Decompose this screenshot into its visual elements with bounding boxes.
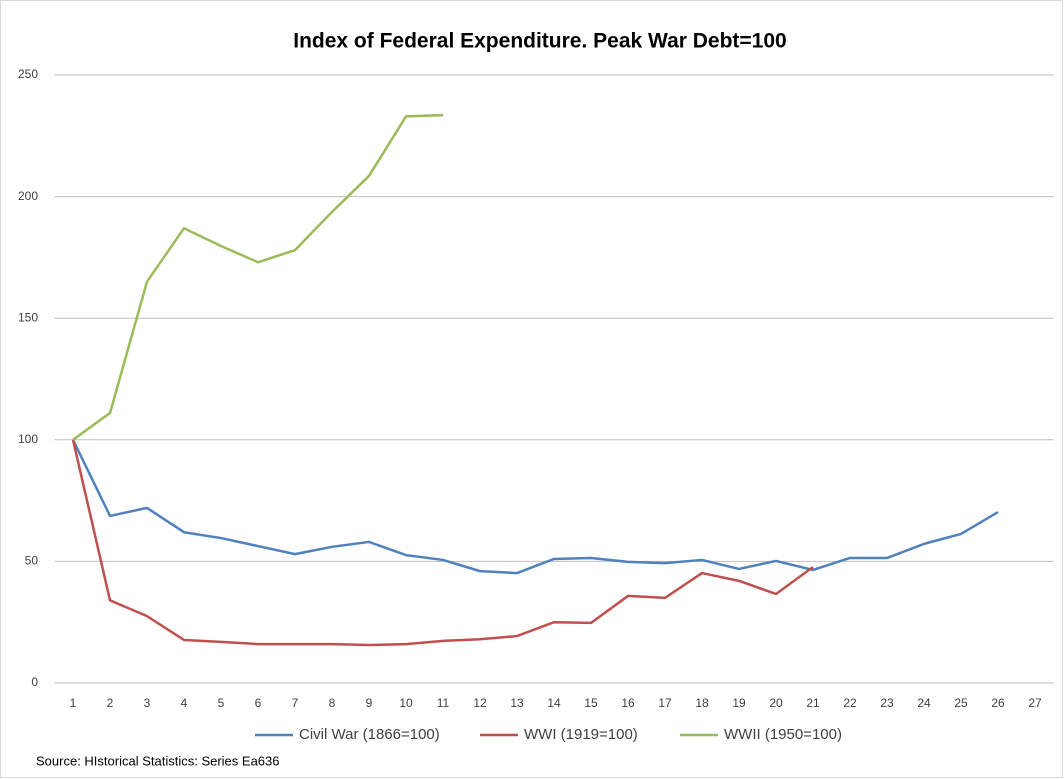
y-tick-label: 50 — [25, 554, 39, 568]
y-tick-label: 200 — [18, 189, 38, 203]
x-tick-label: 25 — [954, 696, 968, 710]
x-tick-label: 23 — [880, 696, 894, 710]
x-tick-label: 1 — [70, 696, 77, 710]
x-tick-label: 18 — [695, 696, 709, 710]
x-tick-label: 15 — [584, 696, 598, 710]
x-tick-label: 13 — [510, 696, 524, 710]
x-tick-label: 14 — [547, 696, 561, 710]
x-tick-label: 8 — [329, 696, 336, 710]
x-tick-label: 9 — [366, 696, 373, 710]
x-tick-label: 2 — [107, 696, 114, 710]
x-tick-label: 11 — [437, 696, 450, 710]
x-tick-label: 19 — [732, 696, 746, 710]
legend-label: WWII (1950=100) — [724, 726, 842, 743]
series-line — [71, 439, 999, 575]
chart-title: Index of Federal Expenditure. Peak War D… — [293, 30, 786, 53]
legend-label: Civil War (1866=100) — [299, 726, 440, 743]
x-tick-label: 7 — [292, 696, 299, 710]
x-tick-label: 27 — [1028, 696, 1042, 710]
x-tick-label: 10 — [399, 696, 413, 710]
x-tick-label: 16 — [621, 696, 635, 710]
series-line — [72, 113, 444, 441]
legend-label: WWI (1919=100) — [524, 726, 638, 743]
y-tick-label: 100 — [18, 432, 38, 446]
x-tick-label: 20 — [769, 696, 783, 710]
x-tick-label: 21 — [806, 696, 820, 710]
x-tick-label: 17 — [658, 696, 672, 710]
y-tick-label: 250 — [18, 67, 38, 81]
x-tick-label: 12 — [473, 696, 487, 710]
x-tick-label: 5 — [218, 696, 225, 710]
x-tick-label: 26 — [991, 696, 1005, 710]
x-tick-label: 22 — [843, 696, 857, 710]
x-tick-label: 4 — [181, 696, 188, 710]
series-line — [71, 439, 814, 647]
x-tick-label: 6 — [255, 696, 262, 710]
y-tick-label: 150 — [18, 310, 38, 324]
y-tick-label: 0 — [31, 675, 38, 689]
source-note: Source: HIstorical Statistics: Series Ea… — [36, 753, 280, 768]
x-tick-label: 24 — [917, 696, 931, 710]
x-tick-label: 3 — [144, 696, 151, 710]
